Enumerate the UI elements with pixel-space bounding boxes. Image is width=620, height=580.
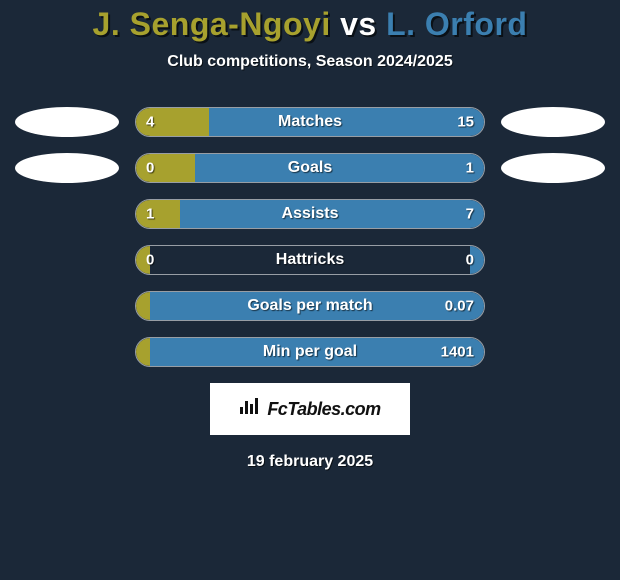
stat-value-left: 4: [146, 114, 154, 131]
date-label: 19 february 2025: [0, 453, 620, 471]
stat-value-right: 0: [466, 252, 474, 269]
stat-bar: 0 0 Hattricks: [135, 245, 485, 275]
comparison-row: 0.07 Goals per match: [0, 283, 620, 329]
page-title: J. Senga-Ngoyi vs L. Orford: [0, 6, 620, 43]
badge-spacer: [501, 199, 605, 229]
stat-label: Goals per match: [247, 297, 372, 315]
stat-value-right: 15: [457, 114, 474, 131]
stat-bar: 1401 Min per goal: [135, 337, 485, 367]
player2-badge: [501, 107, 605, 137]
stat-label: Hattricks: [276, 251, 344, 269]
bar-fill-left: [136, 200, 180, 228]
bar-fill-right: [209, 108, 484, 136]
comparison-row: 0 1 Goals: [0, 145, 620, 191]
badge-spacer: [501, 291, 605, 321]
stat-value-right: 1401: [441, 344, 474, 361]
stat-bar: 4 15 Matches: [135, 107, 485, 137]
stat-bar: 1 7 Assists: [135, 199, 485, 229]
bar-fill-right: [195, 154, 484, 182]
player1-badge: [15, 107, 119, 137]
stat-label: Min per goal: [263, 343, 357, 361]
badge-spacer: [15, 245, 119, 275]
stat-value-right: 7: [466, 206, 474, 223]
stat-value-right: 0.07: [445, 298, 474, 315]
comparison-row: 4 15 Matches: [0, 99, 620, 145]
stat-label: Goals: [288, 159, 332, 177]
player1-badge: [15, 153, 119, 183]
badge-spacer: [501, 337, 605, 367]
player2-badge: [501, 153, 605, 183]
stat-bar: 0.07 Goals per match: [135, 291, 485, 321]
bar-fill-left: [136, 154, 195, 182]
stat-label: Assists: [282, 205, 339, 223]
bar-fill-left: [136, 292, 150, 320]
footer-logo-text: FcTables.com: [267, 399, 380, 420]
badge-spacer: [15, 337, 119, 367]
stat-value-left: 0: [146, 160, 154, 177]
stat-value-right: 1: [466, 160, 474, 177]
stat-value-left: 0: [146, 252, 154, 269]
stat-value-left: 1: [146, 206, 154, 223]
chart-bars-icon: [239, 397, 261, 421]
badge-spacer: [15, 291, 119, 321]
subtitle: Club competitions, Season 2024/2025: [0, 53, 620, 71]
badge-spacer: [501, 245, 605, 275]
vs-label: vs: [340, 6, 377, 42]
comparison-rows: 4 15 Matches 0 1 Goals 1 7 Assists 0 0 Hattricks 0.0…: [0, 99, 620, 375]
comparison-row: 1401 Min per goal: [0, 329, 620, 375]
bar-fill-left: [136, 338, 150, 366]
comparison-container: J. Senga-Ngoyi vs L. Orford Club competi…: [0, 0, 620, 471]
player2-name: L. Orford: [386, 6, 527, 42]
badge-spacer: [15, 199, 119, 229]
footer-logo: FcTables.com: [210, 383, 410, 435]
stat-bar: 0 1 Goals: [135, 153, 485, 183]
comparison-row: 0 0 Hattricks: [0, 237, 620, 283]
stat-label: Matches: [278, 113, 342, 131]
comparison-row: 1 7 Assists: [0, 191, 620, 237]
player1-name: J. Senga-Ngoyi: [93, 6, 331, 42]
